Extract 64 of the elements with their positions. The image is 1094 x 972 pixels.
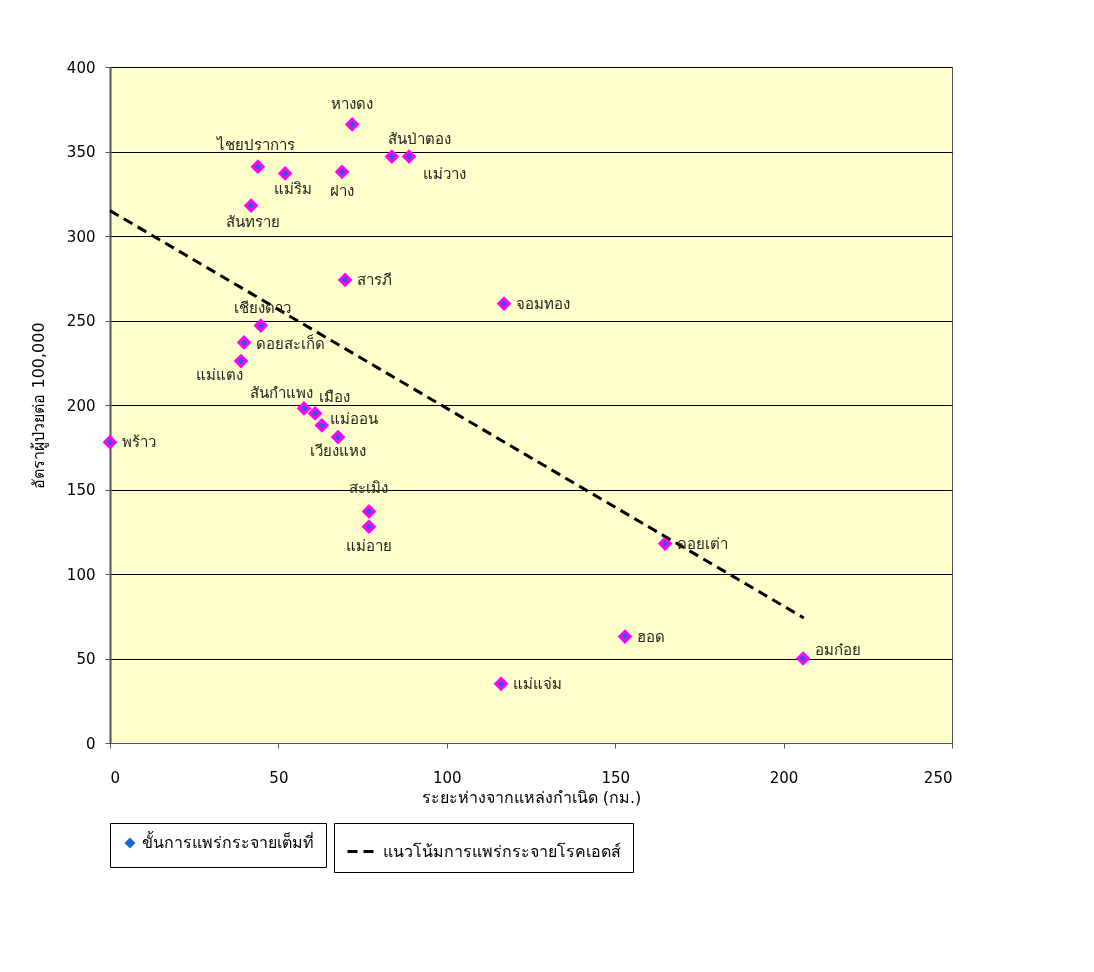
y-axis-title: อัตราผู้ป่วยต่อ 100,000 [28,322,49,489]
point [338,273,352,287]
annotation: สันทราย [226,212,281,231]
x-tick-label: 50 [269,768,289,787]
annotation: หางดง [331,95,374,114]
point [618,629,632,644]
annotation: ไชยปราการ [215,135,295,154]
annotation: แม่แตง [195,366,243,385]
point [297,401,311,416]
point [362,504,376,519]
x-tick-label: 0 [110,768,121,787]
x-tick-label: 150 [601,768,631,787]
point [362,519,376,534]
annotation: แม่อาย [346,536,392,555]
annotation: พร้าว [122,433,156,452]
point [254,318,268,333]
annotation: เมือง [319,388,351,407]
point [278,166,292,181]
y-tick-label: 400 [66,58,96,77]
annotation: อมก๋อย [815,640,862,659]
legend-label: แนวโน้มการแพร่กระจายโรคเอดส์ [383,841,621,861]
point [244,198,258,213]
legend-label: ขั้นการแพร่กระจายเต็มที่ [142,831,314,852]
y-tick-label: 0 [85,734,96,753]
annotation: สันป่าตอง [388,129,452,148]
annotation: เวียงแหง [310,442,367,461]
x-tick-label: 100 [432,768,462,787]
x-axis-title: ระยะห่างจากแหล่งกำเนิด (กม.) [421,787,642,807]
point [234,354,248,368]
annotation: สารภี [357,270,393,289]
y-tick-label: 50 [76,650,96,668]
y-tick-label: 350 [66,143,96,161]
point [658,536,672,551]
point [103,435,117,449]
point [335,165,349,179]
annotation: แม่แจ่ม [513,674,563,693]
y-tick-label: 250 [66,312,96,330]
annotation: ดอยเต่า [677,534,729,553]
y-tick-label: 150 [66,481,96,499]
point [237,335,251,350]
y-tick-label: 100 [66,565,96,584]
annotation: ดอยสะเก็ด [256,334,326,354]
annotation: สันกำแพง [250,384,314,403]
annotation: แม่วาง [423,164,467,183]
point [315,418,329,433]
x-tick-label: 200 [769,768,799,787]
annotation: เชียงดาว [234,298,292,317]
annotation: แม่ออน [329,410,378,429]
point [497,296,511,311]
point [385,149,399,164]
point [308,406,322,421]
point [494,677,508,691]
annotation: แม่ริม [274,180,313,199]
point [402,149,416,164]
y-tick-label: 200 [66,396,96,415]
x-tick-label: 250 [923,768,953,787]
annotation: ฮอด [636,627,665,646]
point [331,430,345,444]
point [251,159,265,174]
point [796,651,810,666]
point [345,117,359,132]
annotation: ฝาง [330,181,355,200]
annotation: จอมทอง [516,294,571,313]
y-tick-label: 300 [66,227,96,246]
